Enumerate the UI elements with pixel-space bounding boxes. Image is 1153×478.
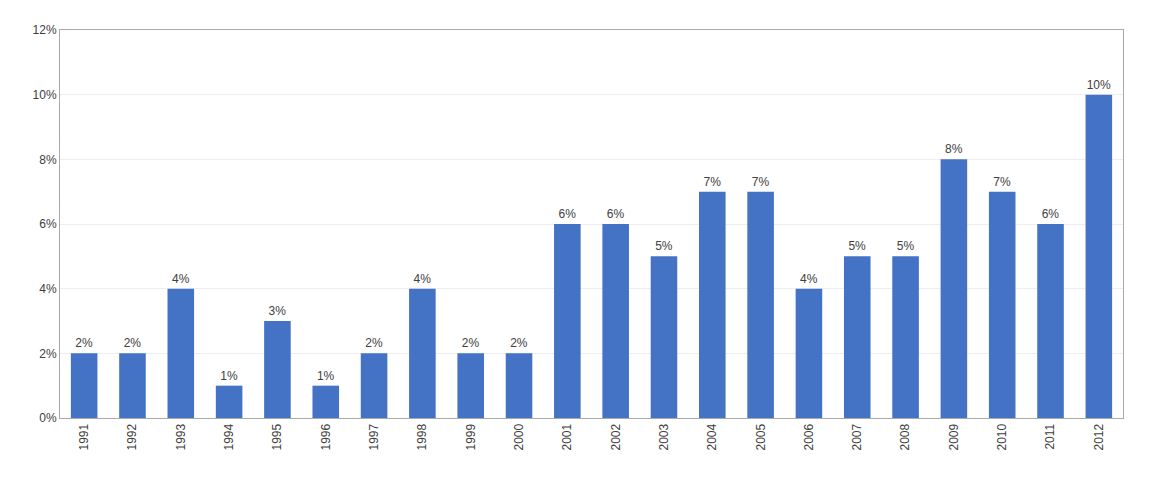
svg-text:1%: 1% bbox=[220, 369, 238, 383]
svg-text:2005: 2005 bbox=[754, 423, 768, 450]
svg-text:2%: 2% bbox=[124, 336, 142, 350]
svg-text:3%: 3% bbox=[269, 304, 287, 318]
svg-text:7%: 7% bbox=[993, 175, 1011, 189]
svg-text:12%: 12% bbox=[33, 23, 57, 37]
svg-text:8%: 8% bbox=[945, 142, 963, 156]
svg-text:5%: 5% bbox=[655, 239, 673, 253]
svg-text:8%: 8% bbox=[39, 153, 57, 167]
svg-text:10%: 10% bbox=[33, 88, 57, 102]
svg-text:2001: 2001 bbox=[560, 423, 574, 450]
svg-text:1997: 1997 bbox=[367, 423, 381, 450]
svg-text:1996: 1996 bbox=[319, 423, 333, 450]
svg-text:1995: 1995 bbox=[270, 423, 284, 450]
svg-text:2008: 2008 bbox=[898, 423, 912, 450]
svg-text:2%: 2% bbox=[462, 336, 480, 350]
svg-text:4%: 4% bbox=[800, 272, 818, 286]
svg-text:2006: 2006 bbox=[802, 423, 816, 450]
svg-text:1991: 1991 bbox=[77, 423, 91, 450]
svg-text:6%: 6% bbox=[39, 217, 57, 231]
svg-text:1992: 1992 bbox=[125, 423, 139, 450]
svg-text:6%: 6% bbox=[559, 207, 577, 221]
svg-text:2003: 2003 bbox=[657, 423, 671, 450]
svg-text:2004: 2004 bbox=[705, 423, 719, 450]
svg-text:7%: 7% bbox=[703, 175, 721, 189]
svg-text:2007: 2007 bbox=[850, 423, 864, 450]
svg-text:2%: 2% bbox=[75, 336, 93, 350]
svg-text:2%: 2% bbox=[365, 336, 383, 350]
svg-text:2%: 2% bbox=[39, 347, 57, 361]
svg-text:2009: 2009 bbox=[947, 423, 961, 450]
svg-text:4%: 4% bbox=[39, 282, 57, 296]
svg-text:6%: 6% bbox=[1042, 207, 1060, 221]
svg-text:1993: 1993 bbox=[174, 423, 188, 450]
svg-text:2012: 2012 bbox=[1092, 423, 1106, 450]
svg-text:2010: 2010 bbox=[995, 423, 1009, 450]
svg-text:7%: 7% bbox=[752, 175, 770, 189]
svg-text:10%: 10% bbox=[1087, 78, 1111, 92]
svg-text:4%: 4% bbox=[172, 272, 190, 286]
svg-text:2002: 2002 bbox=[609, 423, 623, 450]
svg-text:1994: 1994 bbox=[222, 423, 236, 450]
svg-text:1999: 1999 bbox=[464, 423, 478, 450]
svg-text:5%: 5% bbox=[848, 239, 866, 253]
svg-text:2%: 2% bbox=[510, 336, 528, 350]
svg-text:1998: 1998 bbox=[415, 423, 429, 450]
svg-text:2000: 2000 bbox=[512, 423, 526, 450]
svg-text:4%: 4% bbox=[414, 272, 432, 286]
svg-text:1%: 1% bbox=[317, 369, 335, 383]
svg-text:0%: 0% bbox=[39, 411, 57, 425]
svg-text:6%: 6% bbox=[607, 207, 625, 221]
svg-text:2011: 2011 bbox=[1043, 423, 1057, 449]
svg-text:5%: 5% bbox=[897, 239, 915, 253]
